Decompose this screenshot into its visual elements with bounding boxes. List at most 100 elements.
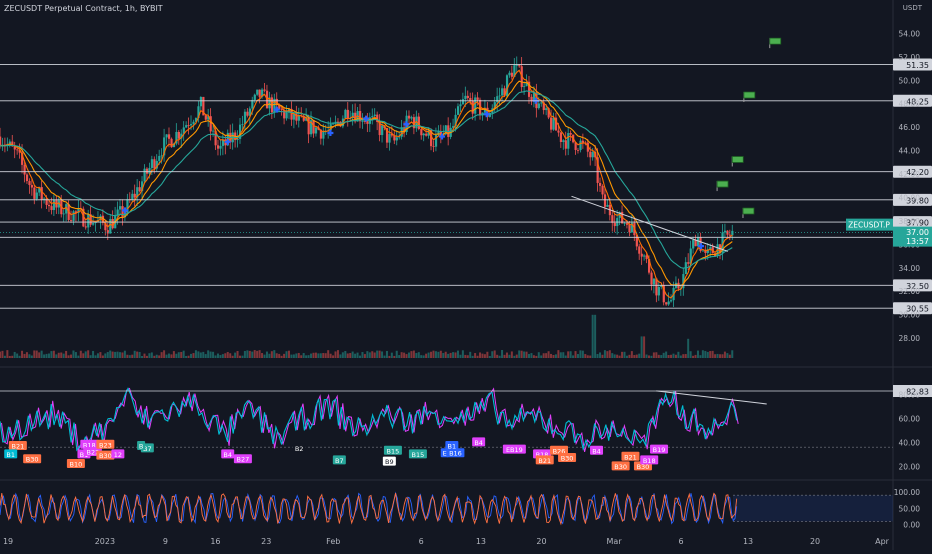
candle-body	[540, 102, 543, 104]
candle-body	[202, 96, 205, 116]
signal-badge	[233, 454, 252, 464]
candle-body	[474, 97, 477, 114]
candle-body	[589, 151, 592, 158]
level-tag	[893, 94, 932, 107]
candle-body	[209, 116, 212, 132]
candle-body	[138, 187, 141, 192]
volume-bar	[596, 354, 599, 358]
flag-icon[interactable]	[731, 156, 744, 163]
candle-body	[425, 133, 428, 136]
volume-bar	[261, 353, 264, 358]
volume-bar	[518, 350, 521, 358]
candle-body	[559, 132, 563, 142]
volume-bar	[601, 354, 604, 358]
volume-bar	[530, 353, 533, 358]
signal-badge	[408, 449, 427, 459]
candle-body	[322, 131, 325, 139]
candle-body	[657, 287, 660, 296]
rsi-trendline[interactable]	[656, 390, 767, 405]
candle-body	[33, 187, 36, 199]
volume-bar	[141, 355, 144, 358]
volume-bar	[696, 350, 699, 358]
time-tick-label: 6	[419, 537, 424, 546]
candle-body	[212, 130, 215, 132]
volume-bar	[133, 350, 136, 358]
volume-bar	[723, 351, 726, 358]
candle-body	[185, 125, 188, 128]
price-tick-label: 30.00	[899, 311, 921, 320]
trendline[interactable]	[571, 195, 728, 252]
candle-body	[319, 129, 323, 139]
volume-bar	[721, 354, 724, 358]
volume-bar	[476, 355, 479, 358]
volume-bar	[706, 351, 709, 358]
volume-bar	[84, 351, 87, 358]
volume-bar	[356, 352, 359, 358]
candle-body	[302, 115, 305, 121]
candle-body	[694, 239, 697, 247]
volume-bar	[202, 351, 205, 358]
candle-body	[8, 141, 11, 144]
signal-badge	[96, 450, 115, 460]
signal-badge	[502, 444, 526, 454]
volume-bar	[177, 352, 180, 358]
volume-bar	[283, 353, 286, 358]
volume-bar	[43, 354, 46, 358]
volume-bar	[667, 354, 670, 358]
candle-body	[532, 92, 536, 102]
candle-body	[550, 117, 553, 130]
time-tick-label: 23	[261, 537, 271, 546]
signal-marker	[273, 106, 280, 113]
volume-bar	[221, 354, 224, 358]
flag-icon[interactable]	[769, 37, 782, 45]
candle-body	[160, 155, 163, 157]
candle-body	[395, 137, 398, 141]
candle-body	[219, 145, 222, 149]
volume-bar	[498, 355, 501, 358]
time-tick-label: 20	[810, 537, 820, 546]
price-tick-label: 52.00	[899, 53, 921, 62]
candle-body	[280, 109, 283, 111]
candle-body	[170, 138, 173, 148]
candle-body	[239, 124, 242, 139]
volume-bar	[420, 355, 423, 358]
candle-body	[314, 127, 318, 134]
candle-body	[692, 239, 695, 249]
volume-bar	[38, 352, 41, 358]
candle-body	[332, 123, 335, 125]
candle-body	[354, 112, 357, 122]
candle-body	[647, 259, 651, 273]
flag-icon[interactable]	[743, 91, 756, 99]
candle-body	[640, 253, 643, 257]
volume-bar	[165, 354, 168, 358]
flag-icon[interactable]	[716, 180, 729, 188]
candle-body	[388, 133, 391, 143]
volume-bar	[148, 353, 151, 358]
candle-body	[493, 102, 496, 109]
volume-bar	[381, 351, 384, 358]
volume-bar	[655, 352, 658, 358]
volume-bar	[96, 353, 99, 358]
flag-icon[interactable]	[742, 207, 755, 215]
current-price-value: 37.00	[906, 228, 929, 237]
volume-bar	[101, 355, 104, 358]
candle-body	[696, 237, 700, 247]
volume-bar	[106, 352, 109, 358]
volume-bar	[525, 351, 528, 358]
volume-bar	[239, 355, 242, 358]
volume-bar	[613, 354, 616, 358]
signal-marker	[122, 207, 129, 214]
volume-bar	[18, 355, 21, 358]
signal-badge-label: B30	[99, 452, 112, 460]
candle-body	[508, 72, 511, 76]
signal-marker	[439, 133, 446, 140]
volume-bar	[363, 354, 366, 358]
volume-bar	[11, 355, 14, 358]
candle-body	[153, 159, 156, 169]
level-tag-label: 30.55	[906, 305, 929, 314]
level-tag	[893, 216, 932, 229]
rsi-level-tag	[893, 385, 932, 398]
volume-bar	[57, 352, 60, 358]
